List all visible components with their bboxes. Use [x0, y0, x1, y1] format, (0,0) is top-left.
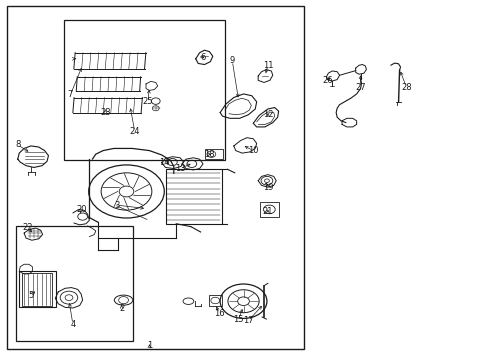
Text: 15: 15 — [233, 315, 244, 324]
Bar — [6, 6, 304, 348]
Text: 8: 8 — [15, 140, 20, 149]
Text: 9: 9 — [229, 57, 234, 66]
Text: 3: 3 — [114, 201, 119, 210]
Text: 17: 17 — [243, 316, 253, 325]
Text: 7: 7 — [68, 90, 73, 99]
Text: 11: 11 — [262, 61, 273, 70]
Text: 12: 12 — [262, 110, 273, 119]
Text: 2: 2 — [119, 304, 124, 313]
Text: 16: 16 — [213, 309, 224, 318]
Text: 22: 22 — [22, 223, 33, 232]
Text: 24: 24 — [129, 127, 140, 136]
Bar — [64, 21, 224, 160]
Text: 27: 27 — [354, 83, 365, 92]
Bar — [260, 202, 278, 217]
Bar — [19, 271, 56, 307]
Bar — [16, 226, 133, 341]
Text: 13: 13 — [175, 164, 185, 173]
Text: 25: 25 — [142, 97, 153, 106]
Text: 1: 1 — [146, 341, 152, 350]
Bar — [22, 273, 52, 306]
Text: 23: 23 — [100, 108, 111, 117]
Text: 14: 14 — [159, 158, 169, 167]
Text: 6: 6 — [200, 53, 205, 62]
Text: 4: 4 — [70, 320, 75, 329]
Bar — [165, 169, 221, 224]
Bar — [204, 149, 223, 159]
Text: 18: 18 — [203, 150, 214, 159]
Text: 5: 5 — [28, 291, 34, 300]
Text: 19: 19 — [262, 183, 273, 192]
Bar — [209, 295, 221, 306]
Text: 20: 20 — [76, 205, 86, 214]
Text: 28: 28 — [400, 83, 411, 92]
Text: 21: 21 — [262, 207, 273, 216]
Text: 10: 10 — [247, 146, 258, 155]
Text: 26: 26 — [322, 76, 332, 85]
